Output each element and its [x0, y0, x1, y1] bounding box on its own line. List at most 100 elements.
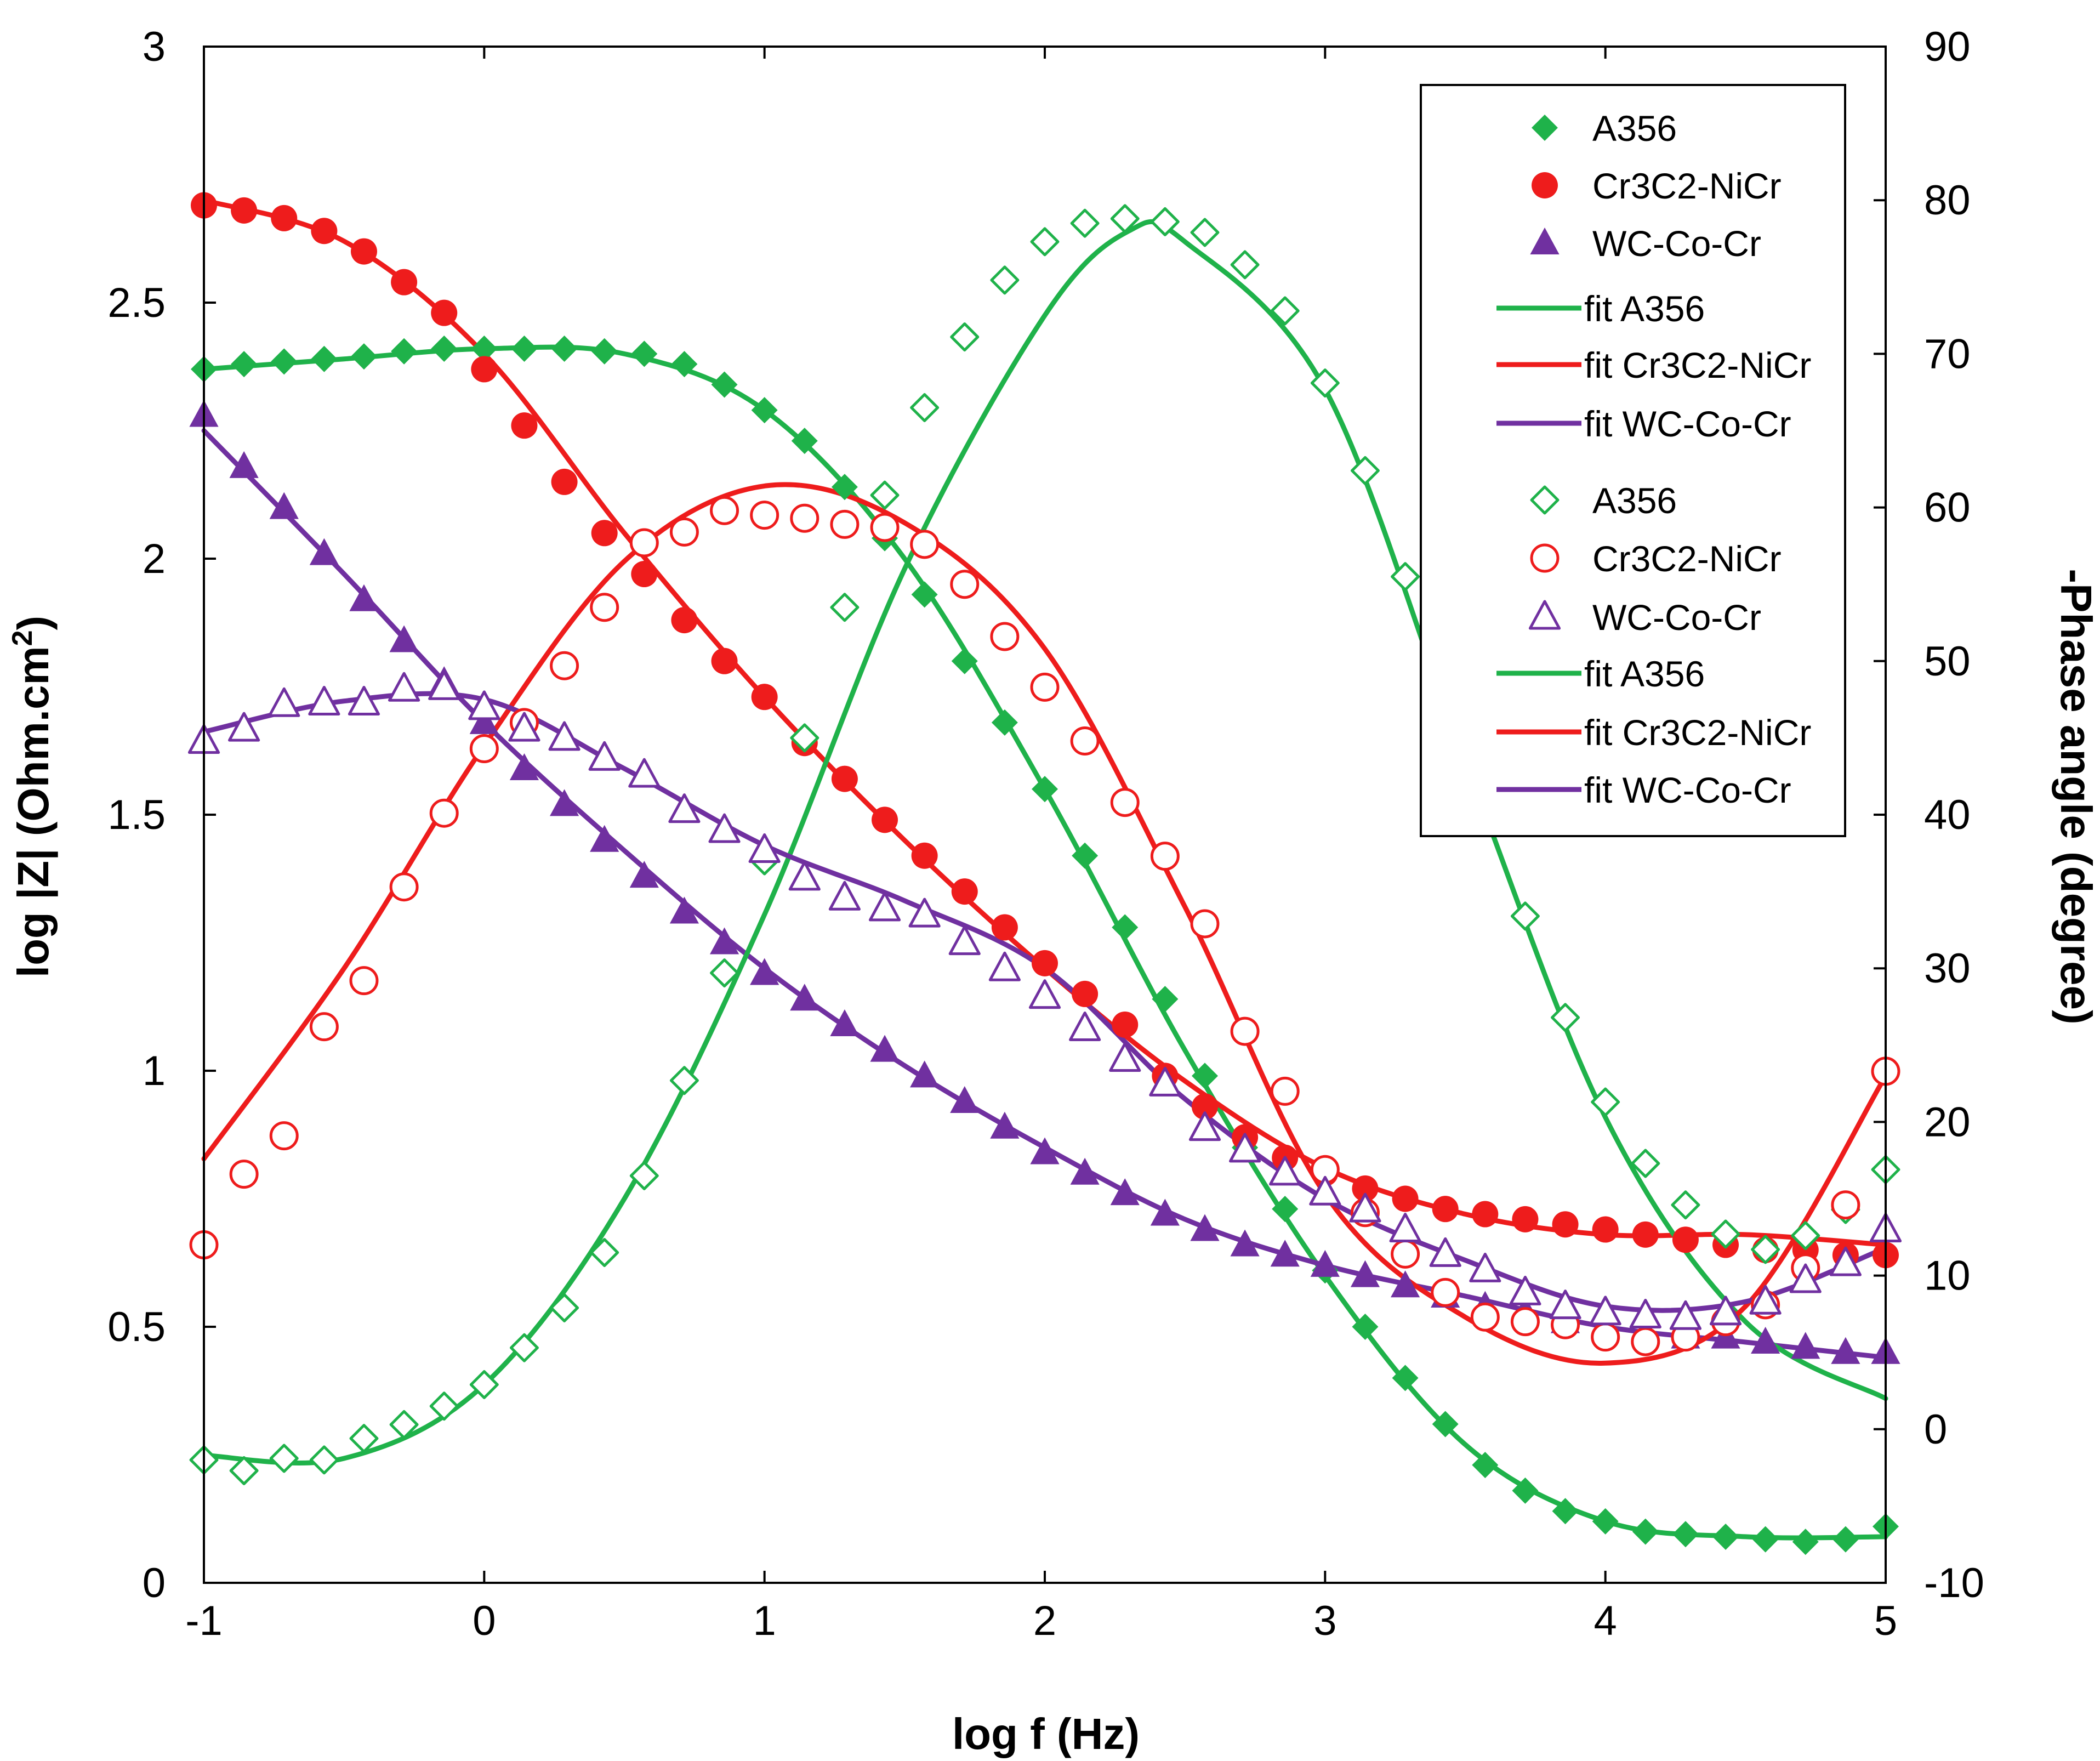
- wc-co-cr-point: [790, 984, 819, 1011]
- wc-co-cr-phase-point: [1669, 1300, 1702, 1330]
- wc-co-cr-point: [349, 584, 379, 611]
- a356-point: [1552, 1498, 1579, 1525]
- wc-co-cr-phase-point: [868, 891, 901, 922]
- wc-co-cr-point: [229, 451, 259, 478]
- a356-phase-point: [1791, 1221, 1820, 1251]
- a356-point: [231, 351, 258, 378]
- wc-co-cr-phase-point: [1188, 1111, 1221, 1141]
- legend-item-wc-co-cr: WC-Co-Cr: [1530, 223, 1761, 264]
- x-tick-label: 4: [1594, 1598, 1617, 1644]
- a356-point: [1632, 1518, 1659, 1545]
- wc-co-cr-phase-point: [1109, 1042, 1141, 1072]
- a356-point: [1191, 1063, 1218, 1089]
- wc-co-cr-point: [950, 1086, 980, 1114]
- cr3c2-nicr-phase-point: [229, 1160, 259, 1189]
- cr3c2-nicr-point: [471, 356, 498, 383]
- cr3c2-nicr-point: [631, 561, 658, 588]
- a356-phase-point: [629, 1161, 659, 1190]
- wc-co-cr-point: [1390, 1270, 1420, 1298]
- a356-phase-point: [1110, 204, 1140, 234]
- wc-co-cr-point: [750, 958, 779, 985]
- a356-phase-point: [1030, 227, 1060, 257]
- a356-phase-point: [229, 1456, 259, 1485]
- cr3c2-nicr-phase-point: [389, 872, 419, 902]
- legend-label: Cr3C2-NiCr: [1592, 166, 1782, 206]
- wc-co-cr-point: [870, 1035, 900, 1062]
- legend-item-a356: A356: [1530, 480, 1677, 521]
- wc-co-cr-point: [549, 789, 579, 816]
- a356-point: [311, 345, 338, 372]
- cr3c2-nicr-point: [1112, 1011, 1139, 1038]
- legend-marker-swatch: [1528, 600, 1561, 630]
- wc-co-cr-phase-point: [428, 670, 460, 700]
- wc-co-cr-phase-point: [1069, 1011, 1101, 1041]
- y2-tick-label: 80: [1924, 177, 1971, 224]
- y2-tick-label: 40: [1924, 792, 1971, 838]
- legend-label: WC-Co-Cr: [1592, 597, 1761, 638]
- cr3c2-nicr-phase-point: [1190, 909, 1220, 939]
- wc-co-cr-point: [629, 861, 659, 888]
- a356-point: [1792, 1529, 1819, 1555]
- y-axis-title: log |Z| (Ohm.cm2): [7, 616, 58, 978]
- cr3c2-nicr-point: [911, 842, 938, 869]
- y2-tick-label: 60: [1924, 485, 1971, 531]
- a356-phase-point: [1070, 208, 1100, 238]
- wc-co-cr-phase-point: [1709, 1296, 1742, 1326]
- a356-point: [271, 348, 298, 375]
- cr3c2-nicr-phase-point: [1431, 1277, 1460, 1307]
- cr3c2-nicr-phase-point: [910, 530, 940, 559]
- cr3c2-nicr-phase-point: [1030, 672, 1060, 702]
- wc-co-cr-point: [509, 753, 539, 780]
- wc-co-cr-phase-point: [468, 690, 500, 720]
- wc-co-cr-point: [1030, 1137, 1060, 1164]
- a356-phase-point: [309, 1445, 339, 1475]
- legend-marker-swatch: [1530, 485, 1560, 515]
- cr3c2-nicr-point: [431, 299, 458, 326]
- cr3c2-nicr-point: [350, 238, 377, 265]
- a356-point: [1032, 776, 1058, 803]
- x-tick-label: 5: [1874, 1598, 1897, 1644]
- legend-item-cr3c2-nicr: Cr3C2-NiCr: [1530, 538, 1782, 579]
- a356-phase-point: [269, 1444, 299, 1473]
- wc-co-cr-phase-point: [348, 685, 380, 715]
- cr3c2-nicr-point: [1592, 1216, 1619, 1243]
- cr3c2-nicr-point: [551, 468, 578, 495]
- cr3c2-nicr-point: [1032, 950, 1058, 976]
- cr3c2-nicr-point: [1432, 1196, 1459, 1223]
- a356-phase-point: [1150, 207, 1180, 236]
- a356-point: [431, 336, 458, 362]
- a356-point: [511, 336, 538, 362]
- a356-phase-point: [389, 1410, 419, 1439]
- cr3c2-nicr-point: [1512, 1206, 1539, 1232]
- wc-co-cr-point: [1150, 1198, 1180, 1226]
- a356-point: [350, 343, 377, 370]
- cr3c2-nicr-point: [1352, 1175, 1379, 1202]
- wc-co-cr-phase-point: [1149, 1066, 1181, 1097]
- a356-point: [471, 336, 498, 362]
- cr3c2-nicr-phase-point: [710, 496, 739, 525]
- a356-point: [1712, 1523, 1739, 1550]
- y-tick-label: 2.5: [107, 280, 166, 326]
- wc-co-cr-phase-point: [1629, 1298, 1661, 1328]
- wc-co-cr-phase-point: [948, 925, 981, 956]
- cr3c2-nicr-point: [231, 197, 258, 224]
- wc-co-cr-point: [590, 825, 619, 852]
- wc-co-cr-phase-point: [908, 897, 941, 928]
- tick-labels: -1 0 1 2 3 4 500.511.522.53-100102030405060708…: [107, 24, 1984, 1644]
- cr3c2-nicr-phase-point: [1470, 1302, 1500, 1332]
- wc-co-cr-phase-point: [1469, 1252, 1501, 1282]
- a356-phase-point: [1310, 368, 1340, 398]
- a356-point: [1392, 1365, 1419, 1391]
- a356-phase-points: [189, 204, 1900, 1485]
- a356-point: [831, 474, 858, 501]
- a356-point: [1152, 986, 1179, 1013]
- legend-item-wc-co-cr: WC-Co-Cr: [1528, 597, 1761, 638]
- legend-item-a356: A356: [1532, 108, 1677, 149]
- legend-item-fit-a356: fit A356: [1496, 654, 1705, 694]
- cr3c2-nicr-phase-point: [669, 517, 699, 547]
- cr3c2-nicr-point: [991, 914, 1018, 941]
- wc-co-cr-phase-point: [628, 758, 661, 788]
- y-tick-label: 2: [143, 536, 166, 582]
- legend-marker-swatch: [1532, 172, 1558, 198]
- a356-point: [1512, 1477, 1539, 1504]
